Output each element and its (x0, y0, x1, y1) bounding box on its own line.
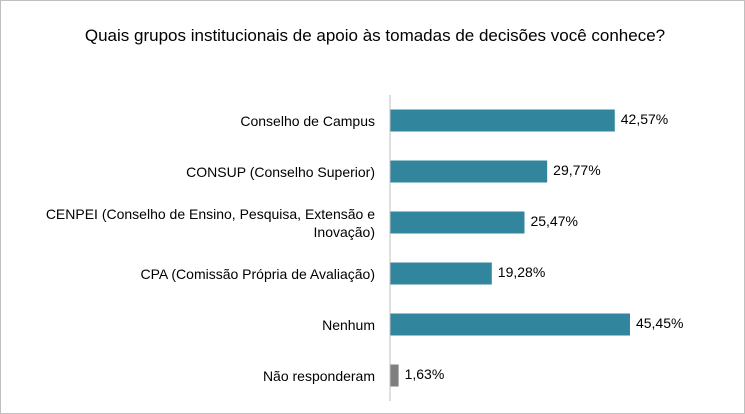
chart-title: Quais grupos institucionais de apoio às … (84, 26, 666, 45)
bar (390, 160, 548, 183)
category-label: CENPEI (Conselho de Ensino, Pesquisa, Ex… (45, 205, 375, 240)
bar (390, 313, 630, 336)
value-label: 29,77% (553, 162, 600, 178)
value-label: 25,47% (530, 213, 577, 229)
category-label: CONSUP (Conselho Superior) (186, 163, 375, 180)
value-label: 19,28% (498, 264, 545, 280)
bar (390, 109, 615, 132)
value-label: 42,57% (621, 111, 668, 127)
value-label: 45,45% (636, 315, 683, 331)
value-label: 1,63% (405, 366, 445, 382)
category-label: Não responderam (262, 367, 375, 384)
bar (390, 262, 492, 285)
bar (390, 211, 525, 234)
category-label: Conselho de Campus (240, 112, 375, 129)
bar (390, 364, 399, 387)
category-label: CPA (Comissão Própria de Avaliação) (140, 265, 375, 282)
category-label: Nenhum (322, 316, 375, 333)
